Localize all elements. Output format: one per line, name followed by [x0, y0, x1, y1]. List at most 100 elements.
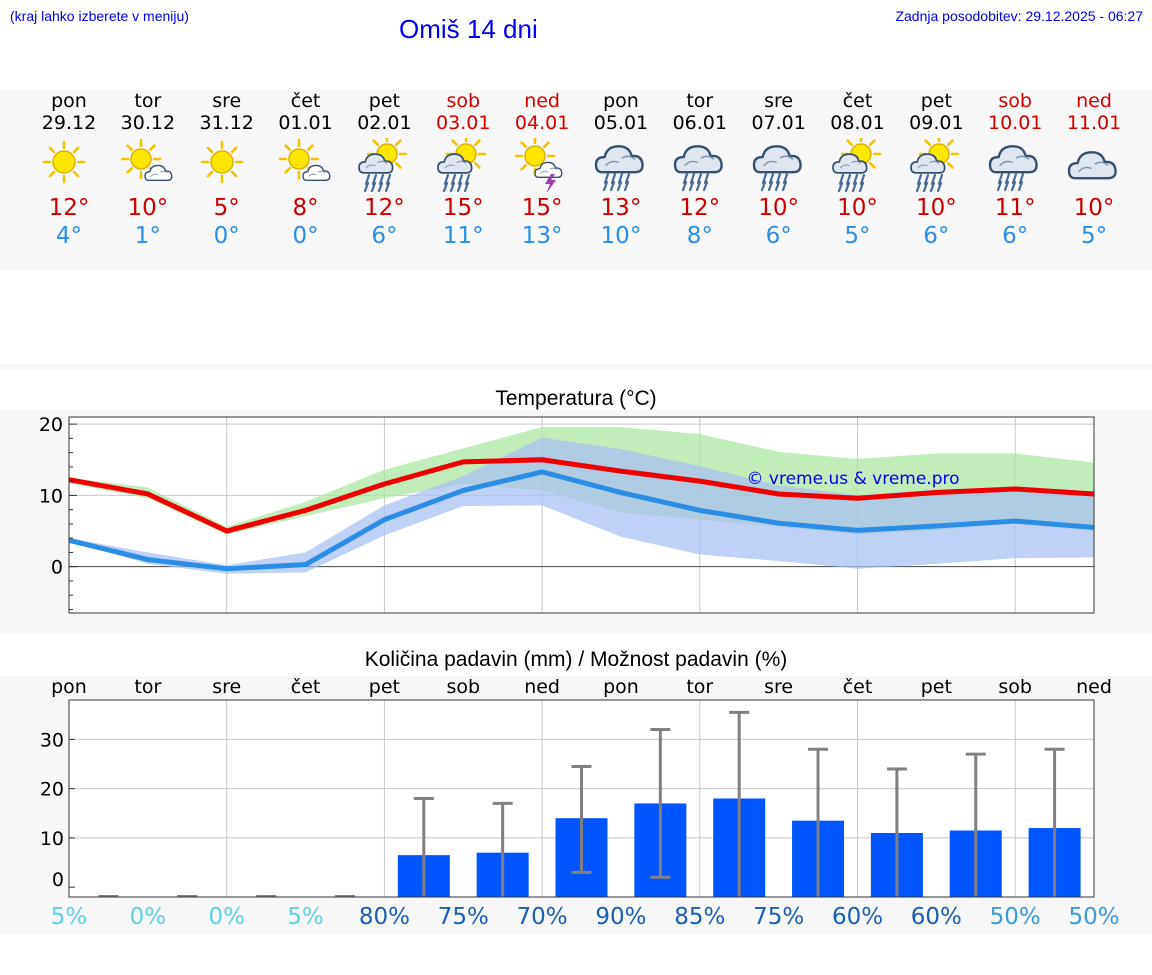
day-name: čet	[290, 90, 321, 112]
temp-max: 10°	[127, 195, 169, 221]
temp-max: 12°	[48, 195, 90, 221]
temp-min: 8°	[686, 223, 713, 249]
x-tick-label: ned	[524, 676, 560, 698]
day-name: sre	[764, 90, 794, 112]
precip-chance-label: 50%	[1068, 904, 1120, 930]
region-menu-hint[interactable]: (kraj lahko izberete v meniju)	[10, 8, 189, 24]
temp-min: 0°	[292, 223, 319, 249]
precip-chance-label: 75%	[437, 904, 489, 930]
day-name: ned	[524, 90, 560, 112]
x-tick-label: sob	[446, 676, 481, 698]
x-tick-label: pon	[51, 676, 87, 698]
plot-border	[68, 699, 1095, 898]
cloud-rain-icon	[988, 145, 1038, 192]
temp-min: 4°	[55, 223, 83, 249]
temp-min: 6°	[765, 223, 792, 249]
temp-min: 10°	[600, 223, 642, 249]
precip-chance-label: 5%	[50, 904, 88, 930]
y-tick-label: 0	[51, 557, 63, 579]
precip-chance-label: 85%	[674, 904, 726, 930]
forecast-day: tor 06.01 12° 8°	[660, 90, 740, 250]
forecast-day: čet 08.01 10° 5°	[818, 90, 898, 250]
x-tick-label: čet	[842, 676, 873, 698]
x-tick-label: ned	[1076, 676, 1112, 698]
temp-max: 5°	[213, 195, 240, 221]
sun-cloud-rain-icon	[358, 138, 408, 192]
temp-max: 12°	[679, 195, 721, 221]
divider	[0, 364, 1152, 370]
forecast-day: sre 31.12 5° 0°	[187, 90, 267, 250]
day-date: 06.01	[672, 112, 727, 134]
precip-chance-label: 5%	[287, 904, 324, 930]
cloud-rain-icon	[673, 145, 723, 192]
day-date: 31.12	[199, 112, 254, 134]
temp-min: 0°	[213, 223, 240, 249]
day-name: pet	[920, 90, 952, 112]
day-date: 10.01	[987, 112, 1043, 134]
day-name: ned	[1076, 90, 1112, 112]
temp-max: 13°	[600, 195, 642, 221]
y-tick-label: 0	[52, 869, 64, 891]
forecast-day: pet 09.01 10° 6°	[896, 90, 976, 250]
precip-chance-label: 80%	[358, 904, 410, 930]
x-tick-label: sre	[764, 676, 794, 698]
min-temp-line	[68, 469, 1095, 572]
precip-chance-label: 50%	[989, 904, 1041, 930]
day-name: sre	[212, 90, 242, 112]
day-date: 09.01	[909, 112, 964, 134]
sun-storm-icon	[515, 138, 563, 192]
temp-min: 6°	[1002, 223, 1029, 249]
temp-max: 10°	[1073, 195, 1115, 221]
temp-min: 5°	[1080, 223, 1108, 249]
temp-min: 6°	[371, 223, 398, 249]
forecast-day: tor 30.12 10° 1°	[108, 90, 188, 250]
sun-icon	[200, 140, 243, 184]
precip-chance-label: 0%	[129, 904, 167, 930]
temp-min: 5°	[844, 223, 871, 249]
day-date: 11.01	[1066, 112, 1122, 134]
day-name: sob	[998, 90, 1032, 112]
temp-max: 10°	[758, 195, 800, 221]
forecast-day: čet 01.01 8° 0°	[266, 90, 346, 250]
temperature-title: Temperatura (°C)	[495, 387, 657, 410]
temp-max: 10°	[837, 195, 878, 221]
temp-max: 11°	[994, 195, 1036, 221]
sun-cloud-icon	[278, 138, 330, 182]
day-name: sob	[446, 90, 481, 112]
max-temp-line	[68, 457, 1095, 534]
day-name: pon	[51, 90, 87, 112]
day-date: 29.12	[41, 112, 97, 134]
temp-min: 11°	[442, 223, 484, 249]
x-tick-label: pet	[368, 676, 400, 698]
x-tick-label: pet	[920, 676, 952, 698]
day-date: 30.12	[120, 112, 176, 134]
day-name: čet	[842, 90, 873, 112]
day-date: 02.01	[357, 112, 412, 134]
min-range-band	[69, 437, 1095, 574]
last-updated: Zadnja posodobitev: 29.12.2025 - 06:27	[895, 8, 1143, 24]
plot-border	[68, 416, 1095, 614]
y-tick-label: 10	[39, 485, 63, 507]
precip-chance-label: 75%	[753, 904, 805, 930]
temp-min: 1°	[134, 223, 161, 249]
page-title: Omiš 14 dni	[399, 14, 538, 44]
temp-max: 12°	[364, 195, 405, 221]
x-tick-label: sre	[212, 676, 242, 698]
forecast-day: ned 11.01 10° 5°	[1054, 90, 1134, 250]
temp-max: 15°	[442, 195, 484, 221]
forecast-day: sob 10.01 11° 6°	[975, 90, 1055, 250]
day-date: 07.01	[751, 112, 806, 134]
forecast-day: sob 03.01 15° 11°	[423, 90, 503, 250]
x-tick-label: tor	[134, 676, 162, 698]
sun-icon	[42, 140, 86, 184]
x-tick-label: tor	[686, 676, 714, 698]
forecast-strip	[0, 90, 1152, 270]
y-tick-label: 20	[40, 779, 64, 801]
temp-max: 10°	[915, 195, 957, 221]
watermark: © vreme.us & vreme.pro	[746, 469, 959, 489]
forecast-day: pon 29.12 12° 4°	[29, 90, 109, 250]
day-name: tor	[134, 90, 162, 112]
y-tick-label: 20	[39, 414, 63, 436]
day-date: 05.01	[593, 112, 649, 134]
y-tick-label: 10	[40, 828, 64, 850]
